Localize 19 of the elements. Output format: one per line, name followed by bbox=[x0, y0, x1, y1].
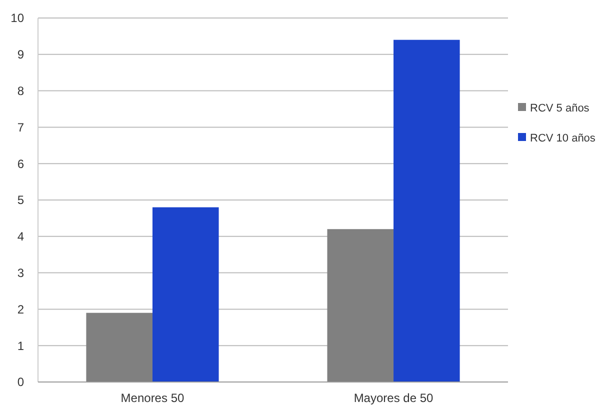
legend-label: RCV 5 años bbox=[530, 102, 590, 114]
y-tick-label: 0 bbox=[17, 375, 24, 390]
y-tick-label: 2 bbox=[17, 302, 24, 316]
legend-label: RCV 10 años bbox=[530, 132, 596, 144]
bar bbox=[152, 207, 219, 382]
y-tick-label: 6 bbox=[17, 156, 24, 171]
y-tick-label: 9 bbox=[17, 48, 24, 62]
bar bbox=[86, 312, 152, 382]
bar bbox=[394, 40, 460, 382]
y-tick-label: 10 bbox=[10, 11, 24, 26]
y-tick-label: 5 bbox=[17, 193, 24, 208]
y-tick-label: 8 bbox=[17, 84, 24, 98]
y-tick-label: 4 bbox=[17, 230, 24, 244]
y-tick-label: 3 bbox=[17, 266, 24, 280]
x-tick-label: Menores 50 bbox=[120, 391, 184, 405]
y-tick-label: 7 bbox=[17, 120, 24, 134]
bar bbox=[327, 229, 394, 382]
x-tick-label: Mayores de 50 bbox=[354, 391, 434, 405]
y-tick-label: 1 bbox=[17, 338, 24, 353]
